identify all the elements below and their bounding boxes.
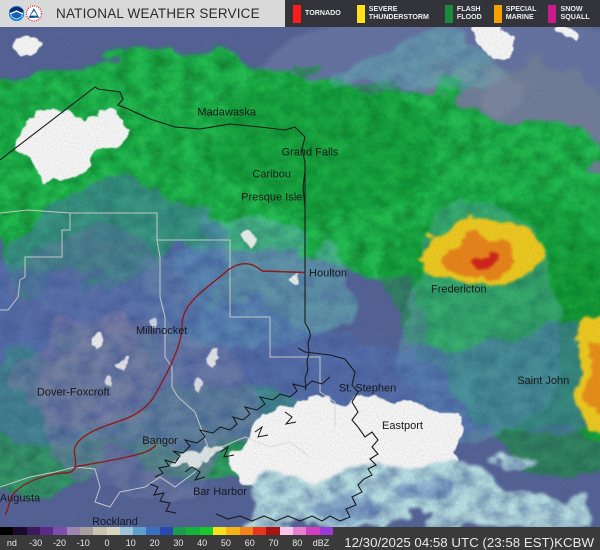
svg-text:Bar Harbor: Bar Harbor: [193, 486, 247, 498]
svg-text:Rockland: Rockland: [92, 516, 138, 527]
svg-text:Fredericton: Fredericton: [431, 284, 487, 296]
svg-text:Grand Falls: Grand Falls: [282, 147, 339, 159]
svg-text:Millinocket: Millinocket: [136, 325, 187, 337]
svg-text:Houlton: Houlton: [309, 268, 347, 280]
svg-text:Presque Isle: Presque Isle: [241, 192, 302, 204]
svg-text:Madawaska: Madawaska: [197, 107, 257, 119]
svg-text:Eastport: Eastport: [382, 420, 423, 432]
svg-text:Caribou: Caribou: [252, 168, 291, 180]
svg-text:Dover-Foxcroft: Dover-Foxcroft: [37, 387, 110, 399]
svg-text:Augusta: Augusta: [0, 493, 41, 505]
svg-text:Bangor: Bangor: [142, 435, 178, 447]
svg-text:St. Stephen: St. Stephen: [339, 383, 397, 395]
svg-text:Saint John: Saint John: [517, 375, 569, 387]
